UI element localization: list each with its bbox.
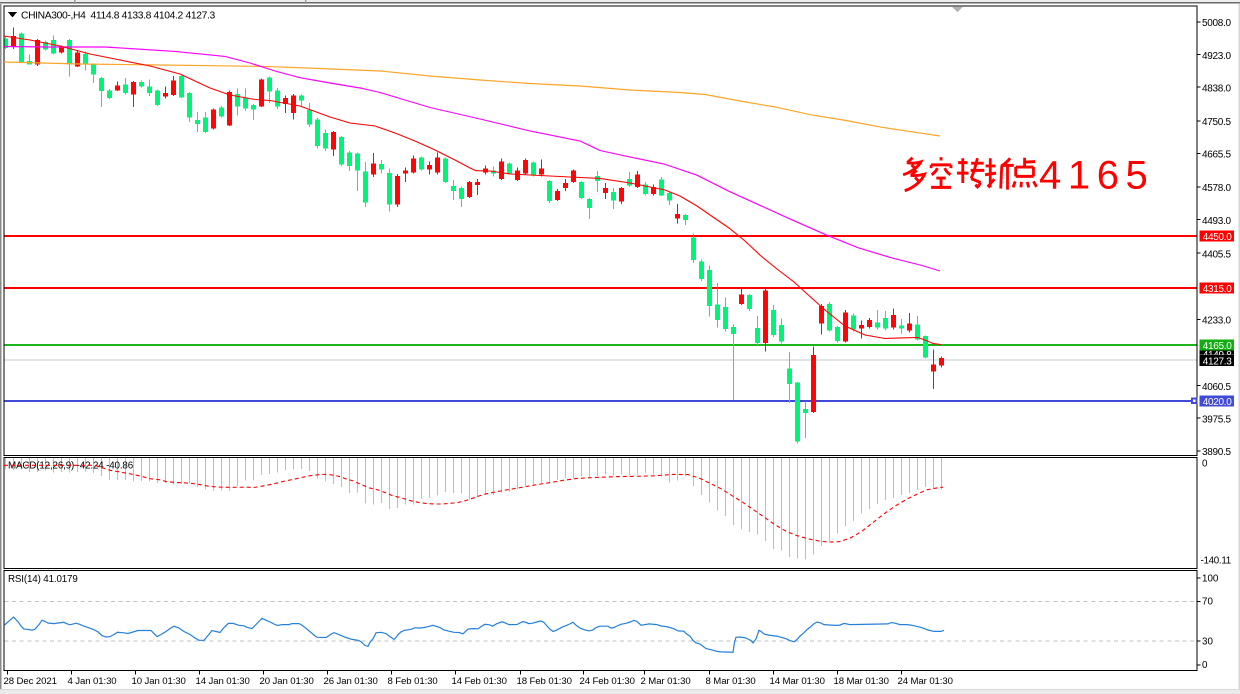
svg-text:4060.5: 4060.5 xyxy=(1202,382,1232,393)
svg-text:8 Feb 01:30: 8 Feb 01:30 xyxy=(388,676,438,687)
svg-text:CHINA300-,H4 4114.8 4133.8 41: CHINA300-,H4 4114.8 4133.8 4104.2 4127.3 xyxy=(21,11,215,22)
svg-text:18 Mar 01:30: 18 Mar 01:30 xyxy=(834,676,889,687)
svg-text:14 Mar 01:30: 14 Mar 01:30 xyxy=(770,676,825,687)
svg-text:14 Jan 01:30: 14 Jan 01:30 xyxy=(196,676,250,687)
svg-text:4149.8: 4149.8 xyxy=(1203,350,1233,361)
svg-text:4923.0: 4923.0 xyxy=(1202,51,1232,62)
svg-text:26 Jan 01:30: 26 Jan 01:30 xyxy=(324,676,378,687)
svg-text:-140.11: -140.11 xyxy=(1201,555,1231,566)
svg-text:20 Jan 01:30: 20 Jan 01:30 xyxy=(260,676,314,687)
svg-text:4020.0: 4020.0 xyxy=(1203,397,1233,408)
svg-text:18 Feb 01:30: 18 Feb 01:30 xyxy=(517,676,572,687)
svg-text:4405.5: 4405.5 xyxy=(1202,249,1232,260)
svg-text:4315.0: 4315.0 xyxy=(1203,284,1233,295)
svg-text:4127.3: 4127.3 xyxy=(1203,356,1233,367)
svg-text:3890.5: 3890.5 xyxy=(1202,447,1232,458)
svg-text:2 Mar 01:30: 2 Mar 01:30 xyxy=(641,676,691,687)
svg-text:24 Mar 01:30: 24 Mar 01:30 xyxy=(898,676,953,687)
svg-text:3975.5: 3975.5 xyxy=(1202,414,1232,425)
svg-text:4665.5: 4665.5 xyxy=(1202,150,1232,161)
svg-text:4165: 4165 xyxy=(1039,154,1154,198)
svg-text:8 Mar 01:30: 8 Mar 01:30 xyxy=(706,676,756,687)
svg-text:4165.0: 4165.0 xyxy=(1203,341,1233,352)
svg-text:4493.0: 4493.0 xyxy=(1202,216,1232,227)
svg-text:4750.5: 4750.5 xyxy=(1202,117,1232,128)
svg-text:30: 30 xyxy=(1202,636,1213,647)
svg-text:0: 0 xyxy=(1202,660,1208,671)
svg-text:70: 70 xyxy=(1202,597,1213,608)
svg-text:4233.0: 4233.0 xyxy=(1202,316,1232,327)
svg-text:14 Feb 01:30: 14 Feb 01:30 xyxy=(452,676,507,687)
svg-text:28 Dec 2021: 28 Dec 2021 xyxy=(4,676,57,687)
svg-text:24 Feb 01:30: 24 Feb 01:30 xyxy=(580,676,635,687)
svg-text:100: 100 xyxy=(1202,573,1219,584)
svg-text:5008.0: 5008.0 xyxy=(1202,18,1232,29)
svg-text:4450.0: 4450.0 xyxy=(1203,232,1233,243)
svg-text:10 Jan 01:30: 10 Jan 01:30 xyxy=(132,676,186,687)
svg-text:4578.0: 4578.0 xyxy=(1202,183,1232,194)
svg-text:4838.0: 4838.0 xyxy=(1202,83,1232,94)
svg-text:4 Jan 01:30: 4 Jan 01:30 xyxy=(68,676,117,687)
svg-text:0: 0 xyxy=(1202,458,1208,469)
svg-text:RSI(14) 41.0179: RSI(14) 41.0179 xyxy=(8,574,78,585)
